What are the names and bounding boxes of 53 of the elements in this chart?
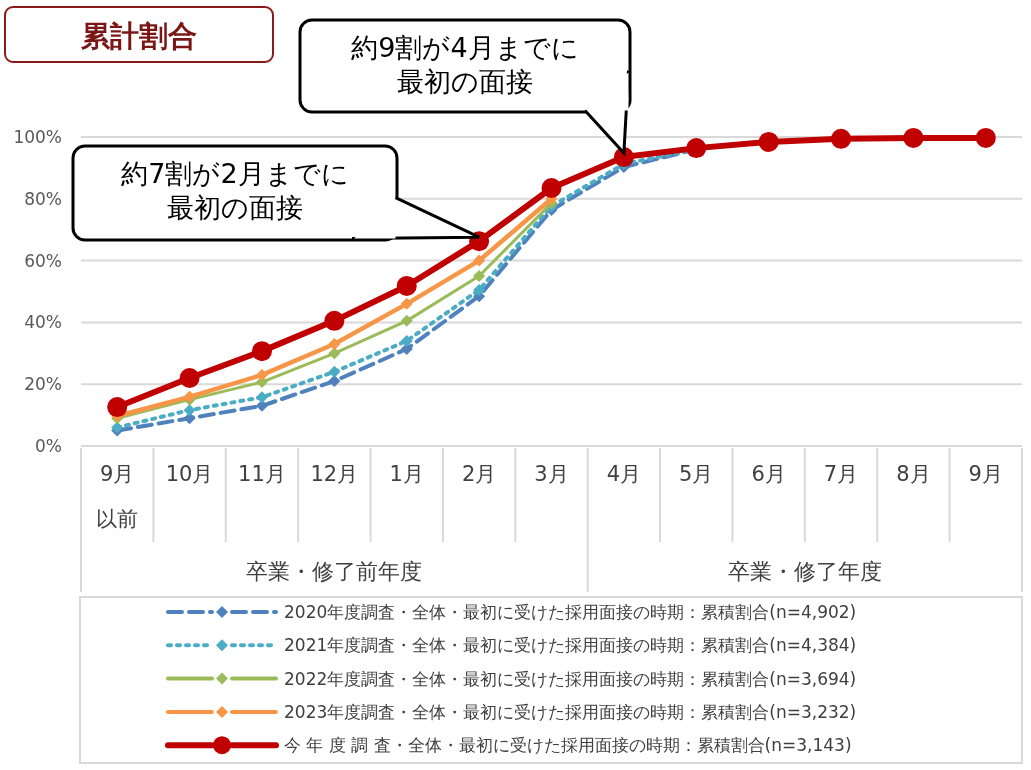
point xyxy=(473,283,486,296)
point xyxy=(328,347,341,360)
point xyxy=(255,391,268,404)
point xyxy=(975,127,996,148)
point xyxy=(541,177,562,198)
text: 卒業・修了年度 xyxy=(727,559,882,584)
annotation: 約9割が4月までに最初の面接 xyxy=(351,32,579,97)
x-tick-label: 1月 xyxy=(389,462,424,486)
y-tick-label: 20% xyxy=(24,374,62,395)
x-tick-label: 4月 xyxy=(606,462,642,486)
point xyxy=(400,334,413,347)
y-tick-label: 40% xyxy=(24,312,62,333)
point xyxy=(400,314,413,327)
text: 卒業・修了前年度 xyxy=(246,559,423,584)
point xyxy=(183,404,196,417)
legend-label: 2021年度調査・全体・最初に受けた採用面接の時期：累積割合(n=4,384) xyxy=(284,635,857,656)
x-tick-label: 7月 xyxy=(823,462,859,486)
x-tick-label: 10月 xyxy=(165,462,214,486)
legend-label: 2020年度調査・全体・最初に受けた採用面接の時期：累積割合(n=4,902) xyxy=(284,602,857,622)
point xyxy=(473,254,486,267)
y-tick-label: 60% xyxy=(24,250,62,271)
y-tick-label: 0% xyxy=(35,436,62,456)
point xyxy=(328,375,341,388)
x-tick-label: 9月 xyxy=(968,462,1003,486)
point xyxy=(396,275,417,296)
point xyxy=(328,338,341,351)
x-tick-label: 2月 xyxy=(461,462,497,486)
point xyxy=(686,138,707,159)
point xyxy=(903,127,924,148)
x-tick-label: 12月 xyxy=(310,462,359,486)
point xyxy=(179,368,200,389)
point xyxy=(758,131,779,152)
x-tick-label: 6月 xyxy=(751,462,786,486)
annotation: 約7割が2月までに最初の面接 xyxy=(121,158,349,223)
point xyxy=(400,297,413,310)
x-tick-label: 5月 xyxy=(679,462,714,486)
legend-label: 2023年度調査・全体・最初に受けた採用面接の時期：累積割合(n=3,232) xyxy=(284,701,857,722)
legend-label: 今 年 度 調 査・全体・最初に受けた採用面接の時期：累積割合(n=3,143) xyxy=(284,735,852,756)
point xyxy=(473,270,486,283)
x-tick-label: 3月 xyxy=(534,462,569,486)
point xyxy=(324,310,345,331)
chart-title: 累計割合 xyxy=(80,19,197,53)
x-tick-label: 11月 xyxy=(238,462,286,486)
point xyxy=(251,341,272,362)
x-tick-label: 8月 xyxy=(896,462,931,486)
point xyxy=(831,128,852,149)
x-tick-label: 9月 以前 xyxy=(96,462,139,531)
y-tick-label: 100% xyxy=(13,127,62,147)
point xyxy=(255,368,268,381)
legend-label: 2022年度調査・全体・最初に受けた採用面接の時期：累積割合(n=3,694) xyxy=(284,668,857,689)
point xyxy=(328,365,341,378)
y-tick-label: 80% xyxy=(24,188,62,209)
point xyxy=(107,397,128,418)
